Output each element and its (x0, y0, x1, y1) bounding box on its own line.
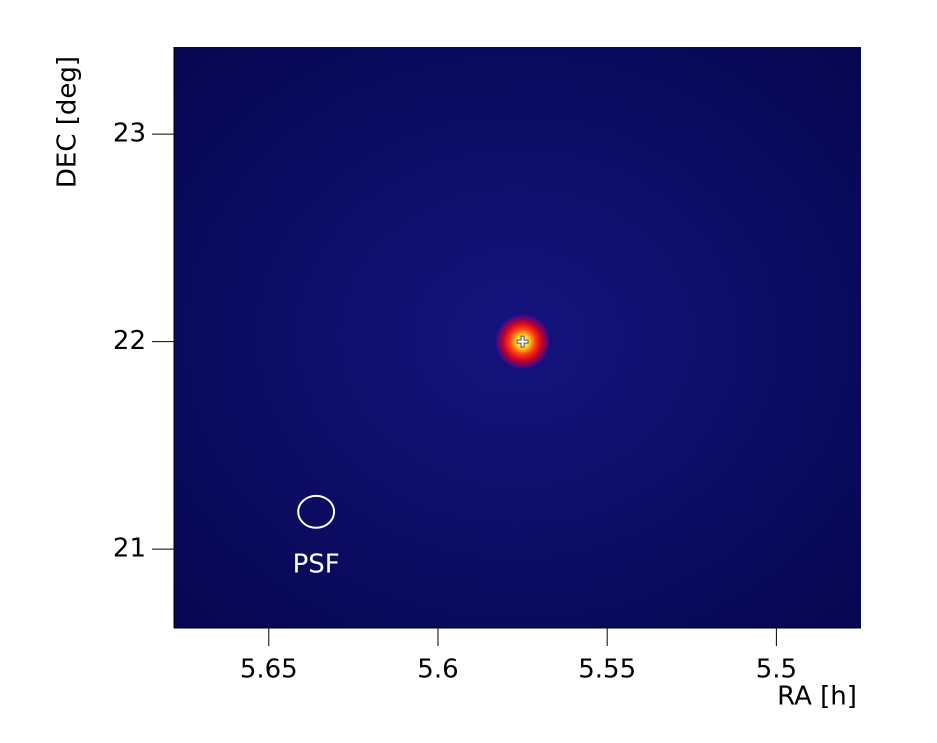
x-tick-label: 5.6 (417, 655, 458, 685)
y-tick-label: 21 (113, 534, 146, 564)
y-tick-label: 23 (113, 119, 146, 149)
x-tick-label: 5.5 (756, 655, 797, 685)
source-marker-inner (517, 336, 528, 347)
y-axis-label: DEC [deg] (53, 56, 83, 188)
y-tick-label: 22 (113, 326, 146, 356)
x-tick-label: 5.65 (240, 655, 298, 685)
psf-ellipse (297, 494, 336, 529)
psf-label: PSF (293, 549, 340, 579)
x-axis-label: RA [h] (777, 682, 857, 712)
x-tick-label: 5.55 (578, 655, 636, 685)
